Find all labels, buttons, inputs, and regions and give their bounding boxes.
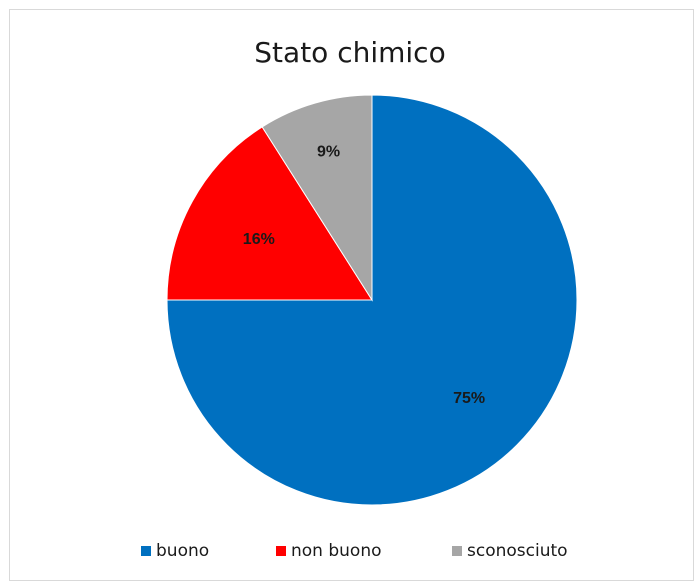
legend-label-buono: buono (156, 541, 210, 561)
data-label-buono: 75% (453, 390, 485, 407)
legend-item-buono: buono (141, 541, 209, 561)
data-label-non-buono: 16% (243, 231, 275, 248)
pie-slice-non-buono (166, 126, 373, 301)
legend-swatch-non-buono (276, 546, 286, 556)
legend-label-non-buono: non buono (291, 541, 382, 561)
legend-swatch-buono (141, 546, 151, 556)
legend-item-non-buono: non buono (276, 541, 382, 561)
legend: buono non buono sconosciuto (0, 541, 700, 565)
legend-label-sconosciuto: sconosciuto (467, 541, 568, 561)
legend-item-sconosciuto: sconosciuto (452, 541, 568, 561)
legend-swatch-sconosciuto (452, 546, 462, 556)
chart-title: Stato chimico (254, 36, 446, 69)
data-label-sconosciuto: 9% (317, 143, 340, 160)
pie-slice-sconosciuto (261, 94, 373, 302)
